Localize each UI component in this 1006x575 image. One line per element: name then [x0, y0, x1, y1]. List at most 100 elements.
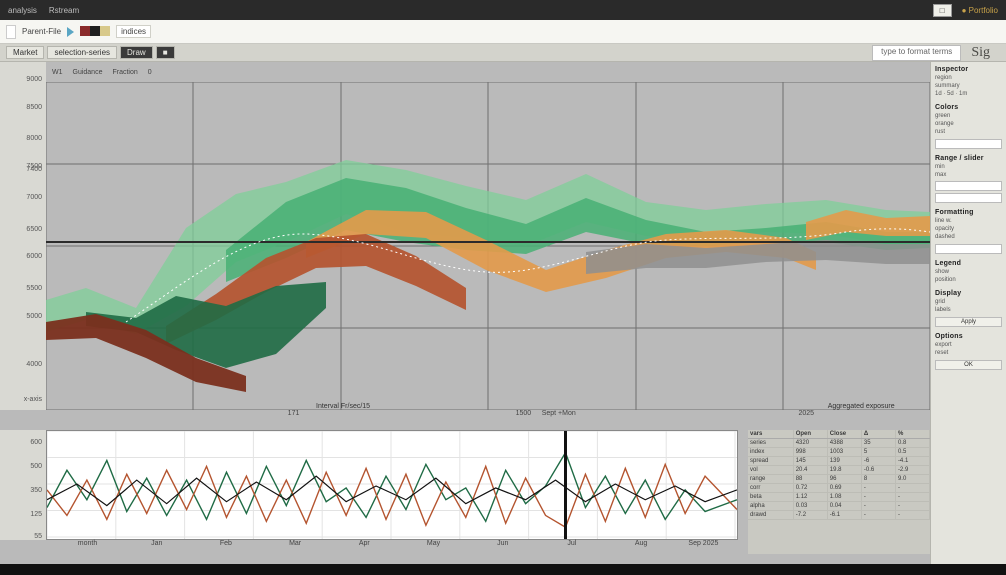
osc-x-label: Sep 2025	[688, 540, 718, 547]
table-cell: -0.6	[862, 466, 896, 474]
y-tick-label: 4000	[4, 361, 42, 368]
x-tick-label: 171	[288, 410, 300, 417]
y-axis: 9000850080007500740070006500600055005000…	[0, 62, 46, 410]
oscillator-chart[interactable]	[46, 430, 738, 540]
appbar-label-b: Rstream	[49, 6, 79, 15]
table-cell: 8	[862, 475, 896, 483]
panel-input[interactable]	[935, 181, 1002, 191]
color-swatch[interactable]	[80, 26, 90, 36]
panel-section: OptionsexportresetOK	[935, 333, 1002, 370]
table-cell: 19.8	[828, 466, 862, 474]
profile-label[interactable]: ● Portfolio	[962, 6, 998, 15]
table-cell: 0.69	[828, 484, 862, 492]
table-row[interactable]: vol20.419.8-0.6-2.9	[748, 466, 930, 475]
osc-y-label: 125	[4, 511, 42, 518]
panel-line: region	[935, 75, 1002, 83]
y-tick-label: 9000	[4, 76, 42, 83]
table-row[interactable]: alpha0.030.04--	[748, 502, 930, 511]
oscillator-x-axis: monthJanFebMarAprMayJunJulAugSep 2025	[46, 540, 738, 552]
color-swatch[interactable]	[100, 26, 110, 36]
tab-draw[interactable]: Draw	[120, 46, 153, 59]
table-cell: -	[896, 484, 930, 492]
table-cell: 4388	[828, 439, 862, 447]
osc-x-label: Jul	[567, 540, 576, 547]
table-row[interactable]: drawd-7.2-6.1--	[748, 511, 930, 520]
subhead-c: Fraction	[112, 69, 137, 76]
panel-section: Legendshowposition	[935, 260, 1002, 285]
panel-line: show	[935, 269, 1002, 277]
table-col-header[interactable]: %	[896, 430, 930, 438]
panel-section-title: Legend	[935, 260, 1002, 267]
table-cell: 9.0	[896, 475, 930, 483]
toolbar-file-label[interactable]: Parent-File	[22, 27, 61, 36]
panel-section: Colorsgreenorangerust	[935, 104, 1002, 148]
table-cell: 0.5	[896, 448, 930, 456]
table-col-header[interactable]: Δ	[862, 430, 896, 438]
panel-button[interactable]: Apply	[935, 317, 1002, 327]
signature-label: Sig	[965, 45, 996, 61]
format-input[interactable]: type to format terms	[872, 45, 961, 61]
panel-line: 1d · 5d · 1m	[935, 91, 1002, 99]
table-cell: -7.2	[794, 511, 828, 519]
osc-x-label: month	[78, 540, 97, 547]
x-tick-label: 1500	[516, 410, 532, 417]
table-cell: 145	[794, 457, 828, 465]
flag-icon	[67, 27, 74, 37]
table-header: varsOpenCloseΔ%	[748, 430, 930, 439]
panel-input[interactable]	[935, 193, 1002, 203]
subhead-d: 0	[148, 69, 152, 76]
main-chart[interactable]: Interval Fr/sec/15Aggregated exposure	[46, 82, 930, 410]
table-col-header[interactable]: vars	[748, 430, 794, 438]
table-cell: 0.8	[896, 439, 930, 447]
table-cell: 0.04	[828, 502, 862, 510]
table-row[interactable]: range889689.0	[748, 475, 930, 484]
panel-section-title: Options	[935, 333, 1002, 340]
x-tick-label: 2025	[798, 410, 814, 417]
osc-y-label: 500	[4, 463, 42, 470]
table-row[interactable]: corr0.720.69--	[748, 484, 930, 493]
panel-line: green	[935, 113, 1002, 121]
osc-x-label: Jun	[497, 540, 508, 547]
y-tick-label: 7000	[4, 194, 42, 201]
panel-button[interactable]: OK	[935, 360, 1002, 370]
table-cell: 88	[794, 475, 828, 483]
panel-line: max	[935, 172, 1002, 180]
panel-line: orange	[935, 121, 1002, 129]
toolbar: Parent-File indices	[0, 20, 1006, 44]
panel-line: reset	[935, 350, 1002, 358]
tab-selection[interactable]: selection-series	[47, 46, 117, 59]
table-cell: 20.4	[794, 466, 828, 474]
table-row[interactable]: series43204388350.8	[748, 439, 930, 448]
y-tick-label: 8500	[4, 104, 42, 111]
table-row[interactable]: index998100350.5	[748, 448, 930, 457]
table-col-header[interactable]: Open	[794, 430, 828, 438]
table-cell: 96	[828, 475, 862, 483]
table-row[interactable]: beta1.121.08--	[748, 493, 930, 502]
swatch-row	[80, 26, 110, 38]
y-tick-label: 8000	[4, 135, 42, 142]
panel-section: DisplaygridlabelsApply	[935, 290, 1002, 327]
panel-input[interactable]	[935, 139, 1002, 149]
table-cell: 0.72	[794, 484, 828, 492]
osc-y-label: 600	[4, 439, 42, 446]
table-row[interactable]: spread145139-6-4.1	[748, 457, 930, 466]
table-cell: spread	[748, 457, 794, 465]
appbar-label-a: analysis	[8, 6, 37, 15]
table-cell: 1003	[828, 448, 862, 456]
panel-line: rust	[935, 129, 1002, 137]
table-cell: range	[748, 475, 794, 483]
tab-market[interactable]: Market	[6, 46, 44, 59]
y-tick-label: 6000	[4, 253, 42, 260]
panel-section: Formattingline w.opacitydashed	[935, 209, 1002, 253]
panel-input[interactable]	[935, 244, 1002, 254]
table-cell: series	[748, 439, 794, 447]
color-swatch[interactable]	[90, 26, 100, 36]
toolbar-pill[interactable]: indices	[116, 25, 151, 38]
window-control-chip[interactable]: □	[933, 4, 952, 17]
panel-line: min	[935, 164, 1002, 172]
panel-section-title: Formatting	[935, 209, 1002, 216]
table-cell: 139	[828, 457, 862, 465]
table-col-header[interactable]: Close	[828, 430, 862, 438]
tab-extra[interactable]: ■	[156, 46, 175, 59]
panel-line: summary	[935, 83, 1002, 91]
